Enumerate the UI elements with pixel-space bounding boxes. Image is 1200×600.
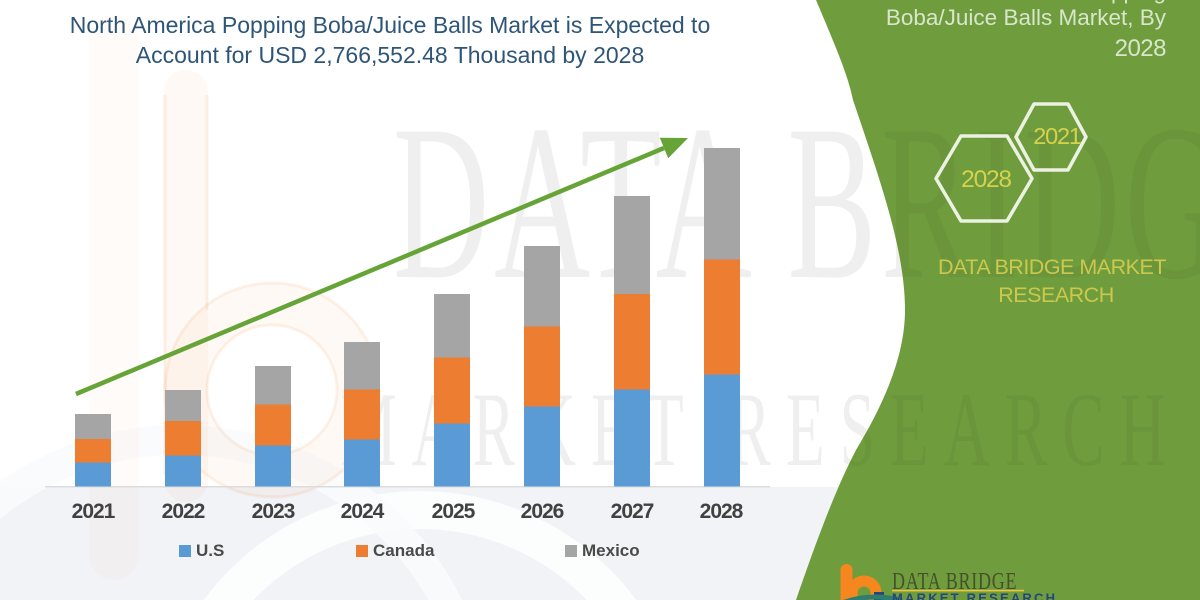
svg-text:MARKET RESEARCH: MARKET RESEARCH [340,370,1180,488]
svg-text:MARKET RESEARCH: MARKET RESEARCH [892,591,1057,600]
